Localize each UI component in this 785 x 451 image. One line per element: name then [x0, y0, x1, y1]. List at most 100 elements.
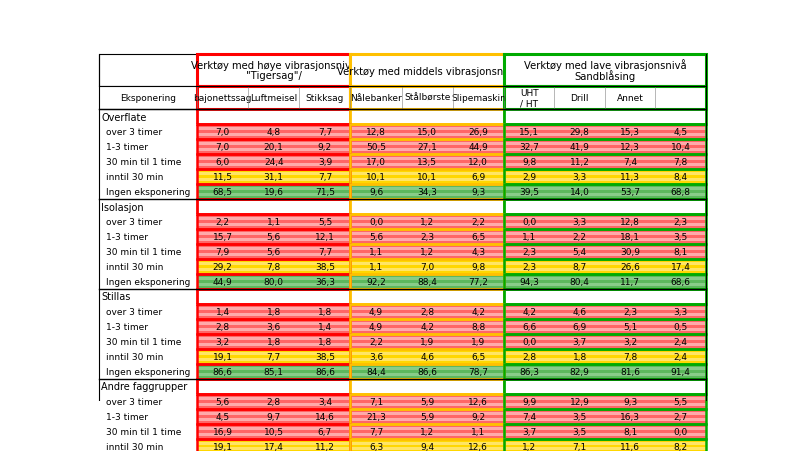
Bar	[453, 283, 504, 286]
Bar	[299, 442, 350, 445]
Text: 44,9: 44,9	[213, 277, 232, 286]
Bar	[350, 188, 402, 191]
Bar	[350, 140, 504, 155]
Bar	[248, 272, 299, 274]
Bar	[197, 325, 248, 328]
Bar	[402, 436, 453, 438]
Bar	[554, 155, 605, 158]
Bar	[197, 188, 248, 191]
Text: 1-3 timer: 1-3 timer	[106, 412, 148, 421]
Text: 86,3: 86,3	[519, 367, 539, 376]
Text: 2,2: 2,2	[471, 217, 485, 226]
Bar	[453, 146, 504, 149]
Bar	[605, 304, 655, 307]
Bar	[99, 215, 197, 230]
Bar	[554, 286, 605, 289]
Text: 50,5: 50,5	[366, 143, 386, 152]
Bar	[248, 364, 299, 367]
Text: over 3 timer: over 3 timer	[106, 397, 162, 406]
Bar	[248, 232, 299, 235]
Bar	[350, 361, 402, 364]
Bar	[350, 155, 504, 170]
Text: Annet: Annet	[617, 94, 644, 103]
Bar	[504, 406, 554, 409]
Bar	[554, 128, 605, 131]
Bar	[99, 304, 197, 319]
Bar	[655, 283, 706, 286]
Text: 11,5: 11,5	[213, 173, 232, 182]
Bar	[197, 232, 248, 235]
Bar	[605, 239, 655, 241]
Bar	[248, 427, 299, 430]
Bar	[350, 286, 402, 289]
Bar	[554, 361, 605, 364]
Bar	[402, 355, 453, 358]
Bar	[350, 128, 402, 131]
Bar	[504, 414, 554, 418]
Text: Luftmeisel: Luftmeisel	[250, 94, 298, 103]
Bar	[554, 355, 605, 358]
Bar	[248, 370, 299, 373]
Text: 11,2: 11,2	[570, 158, 590, 167]
Bar	[605, 176, 655, 179]
Bar	[504, 182, 554, 185]
Bar	[299, 176, 350, 179]
Bar	[350, 394, 402, 397]
Bar	[299, 232, 350, 235]
Text: 24,4: 24,4	[264, 158, 283, 167]
Bar	[605, 268, 655, 272]
Bar	[453, 280, 504, 283]
Bar	[453, 272, 504, 274]
Text: 80,0: 80,0	[264, 277, 283, 286]
Bar	[402, 412, 453, 414]
Text: 81,6: 81,6	[620, 367, 640, 376]
Text: 8,1: 8,1	[623, 427, 637, 436]
Bar	[299, 367, 350, 370]
Bar	[402, 337, 453, 340]
Bar	[350, 259, 402, 262]
Bar	[197, 259, 350, 274]
Bar	[554, 313, 605, 316]
Bar	[299, 221, 350, 224]
Text: 7,8: 7,8	[623, 352, 637, 361]
Bar	[248, 224, 299, 226]
Bar	[350, 185, 402, 188]
Bar	[350, 364, 504, 379]
Bar	[554, 272, 605, 274]
Bar	[248, 322, 299, 325]
Bar	[504, 259, 706, 274]
Bar	[504, 239, 554, 241]
Bar	[504, 244, 554, 248]
Bar	[350, 239, 402, 241]
Bar	[350, 55, 504, 87]
Bar	[655, 319, 706, 322]
Bar	[350, 262, 402, 265]
Bar	[299, 421, 350, 423]
Text: 1-3 timer: 1-3 timer	[106, 143, 148, 152]
Text: 7,0: 7,0	[216, 143, 230, 152]
Bar	[605, 361, 655, 364]
Bar	[453, 319, 504, 322]
Bar	[402, 167, 453, 170]
Bar	[350, 406, 402, 409]
Bar	[554, 125, 605, 128]
Text: 3,4: 3,4	[318, 397, 332, 406]
Text: 8,8: 8,8	[471, 322, 485, 331]
Bar	[248, 226, 299, 230]
Text: 0,0: 0,0	[522, 337, 536, 346]
Bar	[453, 235, 504, 239]
Bar	[402, 358, 453, 361]
Bar	[453, 259, 504, 262]
Bar	[402, 334, 453, 337]
Bar	[402, 179, 453, 182]
Text: 2,2: 2,2	[369, 337, 383, 346]
Bar	[299, 403, 350, 406]
Bar	[504, 241, 554, 244]
Bar	[504, 394, 554, 397]
Bar	[655, 310, 706, 313]
Bar	[554, 239, 605, 241]
Bar	[504, 125, 554, 128]
Bar	[248, 406, 299, 409]
Bar	[504, 274, 706, 289]
Bar	[402, 253, 453, 256]
